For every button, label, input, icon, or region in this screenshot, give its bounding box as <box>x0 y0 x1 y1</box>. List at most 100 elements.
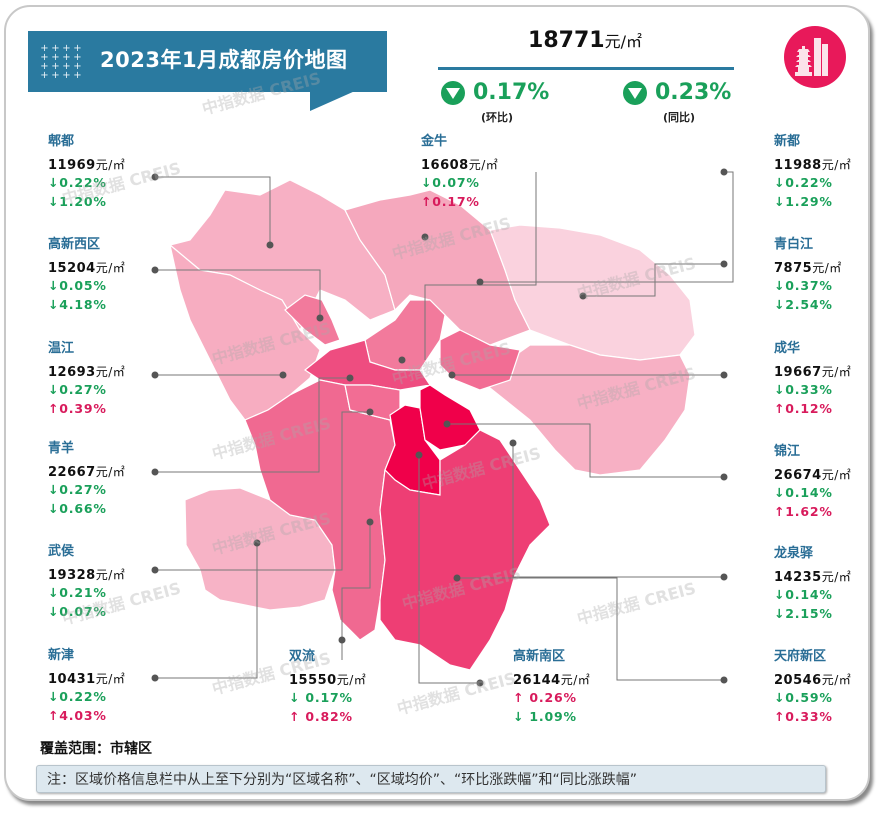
price-unit: 元/㎡ <box>468 158 499 172</box>
district-price: 7875元/㎡ <box>774 259 881 276</box>
city-average-price: 18771元/㎡ <box>436 28 734 53</box>
price-unit: 元/㎡ <box>560 673 591 687</box>
district-price: 11988元/㎡ <box>774 156 881 173</box>
district-price: 16608元/㎡ <box>421 156 571 173</box>
district-name: 高新南区 <box>513 649 566 664</box>
region-qingbaijiang <box>489 224 696 361</box>
region-shuangliu <box>244 379 396 641</box>
price-unit: 元/㎡ <box>812 261 842 275</box>
district-longquanyi: 龙泉驿 14235元/㎡ ↓0.14% ↓2.15% <box>774 542 881 623</box>
legend-note: 注：区域价格信息栏中从上至下分别为“区域名称”、“区域均价”、“环比涨跌幅”和“… <box>36 765 826 793</box>
district-xindu: 新都 11988元/㎡ ↓0.22% ↓1.29% <box>774 130 881 211</box>
mom-change: ↓0.21% <box>48 585 107 600</box>
yoy-change: ↓4.18% <box>48 297 107 312</box>
district-qingbaijiang: 青白江 7875元/㎡ ↓0.37% ↓2.54% <box>774 233 881 314</box>
district-price: 14235元/㎡ <box>774 568 881 585</box>
price-value: 19667 <box>774 365 822 380</box>
district-price: 22667元/㎡ <box>48 463 198 480</box>
district-price: 26144元/㎡ <box>513 671 663 688</box>
yoy-change: ↓2.15% <box>774 606 833 621</box>
mom-change-value: 0.17% <box>473 80 550 105</box>
down-triangle-icon <box>441 80 465 105</box>
yoy-change: ↓0.66% <box>48 501 107 516</box>
mom-change: ↓0.27% <box>48 482 107 497</box>
price-unit: 元/㎡ <box>821 468 852 482</box>
district-price: 15550元/㎡ <box>289 671 439 688</box>
price-value: 22667 <box>48 465 96 480</box>
district-name: 天府新区 <box>774 649 827 664</box>
yoy-change: ↑1.62% <box>774 504 833 519</box>
price-value: 12693 <box>48 365 96 380</box>
district-wenjiang: 温江 12693元/㎡ ↓0.27% ↑0.39% <box>48 337 198 418</box>
mom-change: 0.17% <box>441 80 549 105</box>
region-gaoxin-west <box>284 294 341 346</box>
avg-price-value: 18771 <box>528 28 605 53</box>
price-value: 15204 <box>48 261 96 276</box>
district-tianfu: 天府新区 20546元/㎡ ↓0.59% ↑0.33% <box>774 645 881 726</box>
title-banner-tail <box>310 91 355 111</box>
district-price: 20546元/㎡ <box>774 671 881 688</box>
district-gaoxin-south: 高新南区 26144元/㎡ ↑ 0.26% ↓ 1.09% <box>513 645 663 726</box>
district-gaoxin-west: 高新西区 15204元/㎡ ↓0.05% ↓4.18% <box>48 233 198 314</box>
price-value: 26674 <box>774 468 822 483</box>
district-jinjiang: 锦江 26674元/㎡ ↓0.14% ↑1.62% <box>774 440 881 521</box>
price-unit: 元/㎡ <box>95 568 126 582</box>
price-unit: 元/㎡ <box>821 365 852 379</box>
price-unit: 元/㎡ <box>336 673 367 687</box>
price-value: 19328 <box>48 568 96 583</box>
price-value: 15550 <box>289 673 337 688</box>
mom-change: ↓0.22% <box>774 175 833 190</box>
price-value: 14235 <box>774 570 822 585</box>
plus-grid-decoration-icon: + + + + + + + + + + + + + + + + <box>40 43 82 81</box>
yoy-change: ↓ 1.09% <box>513 709 577 724</box>
mom-change: ↓0.05% <box>48 278 107 293</box>
price-value: 20546 <box>774 673 822 688</box>
district-chenghua: 成华 19667元/㎡ ↓0.33% ↑0.12% <box>774 337 881 418</box>
district-name: 成华 <box>774 341 801 356</box>
district-name: 新津 <box>48 648 75 663</box>
mom-change: ↓0.22% <box>48 689 107 704</box>
district-pidu: 郫都 11969元/㎡ ↓0.22% ↓1.20% <box>48 130 198 211</box>
district-name: 高新西区 <box>48 237 101 252</box>
price-value: 16608 <box>421 158 469 173</box>
price-value: 26144 <box>513 673 561 688</box>
price-value: 11988 <box>774 158 822 173</box>
mom-change: ↓0.22% <box>48 175 107 190</box>
price-value: 11969 <box>48 158 96 173</box>
mom-change: ↓0.37% <box>774 278 833 293</box>
price-value: 10431 <box>48 672 96 687</box>
yoy-change: ↑0.17% <box>421 194 480 209</box>
price-unit: 元/㎡ <box>95 672 126 686</box>
district-price: 19328元/㎡ <box>48 566 198 583</box>
yoy-change: ↓2.54% <box>774 297 833 312</box>
district-price: 15204元/㎡ <box>48 259 198 276</box>
mom-change: ↓0.27% <box>48 382 107 397</box>
district-name: 金牛 <box>421 134 448 149</box>
district-name: 温江 <box>48 341 75 356</box>
district-price: 11969元/㎡ <box>48 156 198 173</box>
mom-change: ↓ 0.17% <box>289 690 353 705</box>
page-title: 2023年1月成都房价地图 <box>100 48 348 72</box>
yoy-change-value: 0.23% <box>655 80 732 105</box>
district-name: 双流 <box>289 649 316 664</box>
down-triangle-icon <box>623 80 647 105</box>
yoy-change: ↑0.39% <box>48 401 107 416</box>
district-name: 武侯 <box>48 544 75 559</box>
price-unit: 元/㎡ <box>821 570 852 584</box>
yoy-change: ↓1.20% <box>48 194 107 209</box>
price-unit: 元/㎡ <box>821 673 852 687</box>
region-longquanyi <box>478 344 691 476</box>
price-unit: 元/㎡ <box>95 365 126 379</box>
district-shuangliu: 双流 15550元/㎡ ↓ 0.17% ↑ 0.82% <box>289 645 439 726</box>
district-name: 龙泉驿 <box>774 546 814 561</box>
district-xinjin: 新津 10431元/㎡ ↓0.22% ↑4.03% <box>48 644 198 725</box>
price-unit: 元/㎡ <box>95 465 126 479</box>
price-unit: 元/㎡ <box>95 158 126 172</box>
district-name: 新都 <box>774 134 801 149</box>
yoy-change: ↑0.33% <box>774 709 833 724</box>
price-value: 7875 <box>774 261 813 276</box>
district-jinniu: 金牛 16608元/㎡ ↓0.07% ↑0.17% <box>421 130 571 211</box>
title-banner <box>28 31 387 92</box>
coverage-scope: 覆盖范围：市辖区 <box>40 741 152 757</box>
